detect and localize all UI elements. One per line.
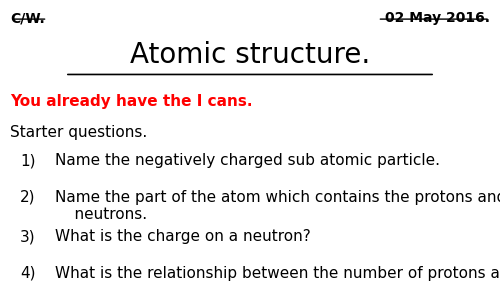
Text: 2): 2) [20, 190, 36, 205]
Text: 1): 1) [20, 153, 36, 168]
Text: 3): 3) [20, 229, 36, 244]
Text: Name the negatively charged sub atomic particle.: Name the negatively charged sub atomic p… [55, 153, 440, 168]
Text: Atomic structure.: Atomic structure. [130, 41, 370, 69]
Text: What is the relationship between the number of protons and
    electrons?: What is the relationship between the num… [55, 266, 500, 281]
Text: Name the part of the atom which contains the protons and
    neutrons.: Name the part of the atom which contains… [55, 190, 500, 222]
Text: C/W.: C/W. [10, 11, 45, 25]
Text: What is the charge on a neutron?: What is the charge on a neutron? [55, 229, 311, 244]
Text: You already have the I cans.: You already have the I cans. [10, 94, 252, 109]
Text: 02 May 2016.: 02 May 2016. [385, 11, 490, 25]
Text: Starter questions.: Starter questions. [10, 125, 147, 140]
Text: 4): 4) [20, 266, 36, 280]
